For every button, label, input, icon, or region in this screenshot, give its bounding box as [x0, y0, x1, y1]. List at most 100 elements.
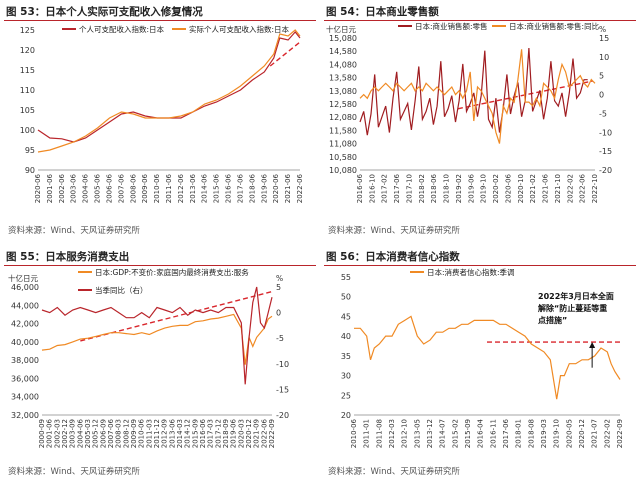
x-tick-label: 2019-10 [553, 419, 561, 448]
x-tick-label: 2008-03 [115, 419, 123, 448]
y2-tick-label: 5 [276, 283, 281, 292]
x-tick-label: 2010-06 [153, 173, 161, 203]
y-tick-label: 32,000 [11, 411, 39, 420]
x-tick-label: 2020-06 [272, 173, 280, 203]
y-tick-label: 38,000 [11, 356, 39, 365]
series-line-2 [37, 29, 301, 153]
legend-label: 日本:商业销售额:零售 [415, 22, 488, 31]
y-tick-label: 11,080 [329, 140, 357, 149]
x-tick-label: 2012-03 [388, 419, 396, 448]
y-tick-label: 35 [341, 352, 351, 361]
x-tick-label: 2015-09 [464, 419, 472, 448]
x-tick-label: 2016-10 [368, 174, 376, 203]
source-note: 资料来源：Wind、天风证券研究所 [328, 226, 460, 236]
x-tick-label: 2018-06 [248, 173, 256, 203]
x-tick-label: 2002-06 [58, 173, 66, 203]
y-tick-label: 30 [341, 372, 351, 381]
y-tick-label: 110 [20, 86, 35, 95]
x-tick-label: 2015-09 [191, 419, 199, 448]
y2-tick-label: 15 [599, 34, 609, 43]
x-tick-label: 2006-06 [105, 173, 113, 203]
x-tick-label: 2019-10 [480, 174, 488, 203]
x-tick-label: 2014-07 [439, 419, 447, 448]
y-tick-label: 36,000 [11, 374, 39, 383]
x-tick-label: 2001-06 [46, 173, 54, 203]
y-tick-label: 13,080 [329, 87, 357, 96]
x-tick-label: 2022-06 [579, 173, 587, 203]
x-tick-label: 2014-03 [176, 419, 184, 448]
legend-label: 当季同比（右） [95, 285, 148, 295]
y-tick-label: 14,080 [329, 60, 357, 69]
x-tick-label: 2017-10 [405, 174, 413, 203]
x-tick-label: 2011-06 [165, 173, 173, 203]
x-tick-label: 2020-05 [565, 419, 573, 448]
x-tick-label: 2021-06 [284, 173, 292, 203]
x-tick-label: 2018-02 [418, 174, 426, 203]
x-tick-label: 2016-11 [489, 419, 497, 448]
x-tick-label: 2016-04 [477, 418, 485, 448]
y-tick-label: 46,000 [11, 283, 39, 292]
y-tick-label: 34,000 [11, 393, 39, 402]
x-tick-label: 2004-06 [76, 418, 84, 448]
x-tick-label: 2022-02 [603, 419, 611, 448]
y-tick-label: 100 [20, 126, 35, 135]
x-tick-label: 2018-08 [527, 419, 535, 448]
x-tick-label: 2012-10 [401, 419, 409, 448]
series-line-2 [41, 286, 273, 385]
y-tick-label: 120 [20, 46, 35, 55]
y-tick-label: 40,000 [11, 338, 39, 347]
series-line-1 [354, 315, 621, 400]
y-tick-label: 12,580 [329, 100, 357, 109]
chart-55: 46,000 44,000 42,000 40,000 38,000 36,000 34,0… [8, 267, 289, 448]
y2-tick-label: 0 [599, 91, 604, 100]
x-tick-label: 2003-06 [70, 173, 78, 203]
x-tick-label: 2014-06 [201, 173, 209, 203]
series-line-1 [41, 313, 273, 365]
x-tick-label: 2019-06 [467, 173, 475, 203]
panel-title: 图 56：日本消费者信心指数 [326, 251, 460, 263]
y2-unit: % [276, 274, 283, 283]
x-tick-label: 2017-06 [502, 418, 510, 448]
series-line-1 [37, 31, 301, 143]
x-tick-label: 2021-02 [529, 174, 537, 203]
y-tick-label: 15,080 [329, 34, 357, 43]
x-tick-label: 2002-03 [53, 419, 61, 448]
x-tick-label: 2018-06 [430, 173, 438, 203]
legend-label: 日本:商业销售额:零售:同比 [509, 22, 600, 31]
x-tick-label: 2021-10 [554, 174, 562, 203]
y-tick-label: 45 [341, 312, 351, 321]
x-tick-label: 2018-10 [443, 174, 451, 203]
y-tick-label: 44,000 [11, 301, 39, 310]
y-tick-label: 20 [341, 411, 351, 420]
x-tick-label: 2016-06 [199, 418, 207, 448]
y-tick-label: 40 [341, 332, 351, 341]
legend-label: 日本:消费者信心指数:季调 [427, 267, 515, 277]
y2-tick-label: 0 [276, 309, 281, 318]
x-tick-label: 2018-09 [222, 419, 230, 448]
chart-54: 15,080 14,580 14,080 13,580 13,080 12,580 12,0… [326, 22, 612, 203]
x-tick-label: 2017-02 [381, 174, 389, 203]
x-tick-label: 2019-03 [540, 419, 548, 448]
y-tick-label: 42,000 [11, 320, 39, 329]
y-tick-label: 12,080 [329, 113, 357, 122]
x-tick-label: 2019-06 [230, 418, 238, 448]
source-note: 资料来源：Wind、天风证券研究所 [8, 226, 140, 236]
y-tick-label: 10,580 [329, 153, 357, 162]
x-tick-label: 2015-06 [213, 173, 221, 203]
y-tick-label: 125 [20, 26, 35, 35]
y-tick-label: 11,580 [329, 126, 357, 135]
x-tick-label: 2008-12 [122, 419, 130, 448]
panel-title: 图 54：日本商业零售额 [326, 6, 439, 18]
x-tick-label: 2011-08 [375, 419, 383, 448]
x-tick-label: 2013-06 [168, 418, 176, 448]
panel-55: 图 55：日本服务消费支出 46,000 44,000 42,000 40,000 38… [0, 241, 320, 482]
x-tick-label: 2022-06 [296, 173, 304, 203]
x-tick-label: 2017-03 [207, 419, 215, 448]
panel-56: 图 56：日本消费者信心指数 55 50 45 40 35 30 25 20 2010-06 20… [320, 241, 640, 482]
y-tick-label: 10,080 [329, 166, 357, 175]
x-tick-label: 2016-06 [225, 173, 233, 203]
x-tick-label: 2010-06 [138, 418, 146, 448]
y2-tick-label: 5 [599, 72, 604, 81]
x-tick-label: 2000-09 [38, 419, 46, 448]
